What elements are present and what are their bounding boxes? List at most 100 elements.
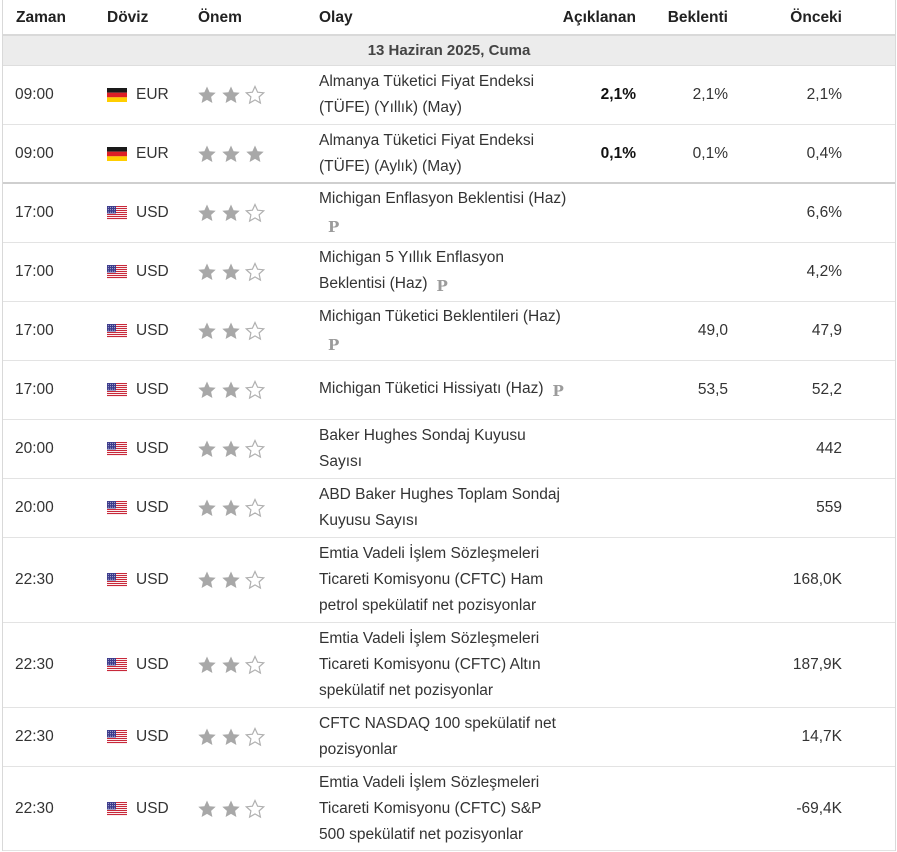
column-header-previous[interactable]: Önceki <box>790 9 842 26</box>
event-name-link[interactable]: Emtia Vadeli İşlem Sözleşmeleri Ticareti… <box>319 541 569 619</box>
event-currency: USD <box>136 799 169 817</box>
star-filled-icon <box>246 145 264 162</box>
table-row[interactable]: 22:30 USD Emtia Vadeli İşlem Sözleşmeleri … <box>3 767 895 851</box>
star-filled-icon <box>198 263 216 280</box>
table-row[interactable]: 09:00 EUR Almanya Tüketici Fiyat Endeksi (… <box>3 66 895 125</box>
usa-flag-icon <box>107 801 127 816</box>
column-header-actual[interactable]: Açıklanan <box>562 9 636 26</box>
previous-value: 6,6% <box>806 204 842 221</box>
usa-flag-icon <box>107 265 127 279</box>
forecast-value: 0,1% <box>692 144 728 162</box>
event-time: 22:30 <box>15 799 54 817</box>
importance-rating <box>196 799 266 819</box>
star-empty-icon <box>245 570 265 589</box>
event-currency: EUR <box>136 144 169 162</box>
star-filled-icon <box>198 381 216 398</box>
star-filled-icon <box>222 499 240 516</box>
event-time: 22:30 <box>15 728 54 745</box>
importance-rating <box>196 321 266 341</box>
star-empty-icon <box>245 727 265 746</box>
event-currency: USD <box>136 499 169 516</box>
usa-flag-icon <box>107 206 127 220</box>
event-name-link[interactable]: Baker Hughes Sondaj Kuyusu Sayısı <box>319 423 569 475</box>
importance-rating <box>196 655 266 675</box>
forecast-value: 49,0 <box>697 322 728 339</box>
table-body: 09:00 EUR Almanya Tüketici Fiyat Endeksi (… <box>3 66 895 851</box>
star-filled-icon <box>222 322 240 339</box>
table-row[interactable]: 17:00 USD Michigan Tüketici Hissiyatı (Haz… <box>3 361 895 420</box>
event-name-link[interactable]: Michigan 5 Yıllık Enflasyon Beklentisi (… <box>319 245 569 299</box>
event-name-link[interactable]: Emtia Vadeli İşlem Sözleşmeleri Ticareti… <box>319 626 569 704</box>
importance-rating <box>196 498 266 518</box>
preliminary-badge-icon: P <box>436 277 448 295</box>
table-row[interactable]: 17:00 USD Michigan Enflasyon Beklentisi (H… <box>3 184 895 243</box>
table-row[interactable]: 22:30 USD Emtia Vadeli İşlem Sözleşmeleri … <box>3 623 895 708</box>
star-filled-icon <box>198 800 216 817</box>
column-header-forecast[interactable]: Beklenti <box>667 9 728 26</box>
event-currency: USD <box>136 571 169 588</box>
event-name-link[interactable]: Michigan Tüketici Beklentileri (Haz) P <box>319 304 569 358</box>
event-name: Emtia Vadeli İşlem Sözleşmeleri Ticareti… <box>319 773 542 843</box>
event-name: Michigan 5 Yıllık Enflasyon Beklentisi (… <box>319 249 504 292</box>
importance-rating <box>196 262 266 282</box>
event-currency: USD <box>136 728 169 745</box>
preliminary-badge-icon: P <box>328 218 340 236</box>
event-time: 20:00 <box>15 440 54 457</box>
event-time: 22:30 <box>15 571 54 588</box>
usa-flag-icon <box>107 324 127 338</box>
table-row[interactable]: 22:30 USD CFTC NASDAQ 100 spekülatif net p… <box>3 708 895 767</box>
previous-value: 0,4% <box>806 144 842 162</box>
column-header-event[interactable]: Olay <box>319 9 353 26</box>
event-name-link[interactable]: Emtia Vadeli İşlem Sözleşmeleri Ticareti… <box>319 770 569 848</box>
column-header-importance[interactable]: Önem <box>198 9 242 26</box>
star-filled-icon <box>222 381 240 398</box>
event-time: 17:00 <box>15 322 54 339</box>
usa-flag-icon <box>107 658 127 672</box>
star-empty-icon <box>245 262 265 281</box>
table-row[interactable]: 17:00 USD Michigan Tüketici Beklentileri (… <box>3 302 895 361</box>
event-name: Almanya Tüketici Fiyat Endeksi (TÜFE) (A… <box>319 131 535 175</box>
previous-value: -69,4K <box>796 799 842 817</box>
star-filled-icon <box>198 440 216 457</box>
star-filled-icon <box>222 571 240 588</box>
event-name-link[interactable]: ABD Baker Hughes Toplam Sondaj Kuyusu Sa… <box>319 482 569 534</box>
star-filled-icon <box>198 145 216 162</box>
forecast-value: 53,5 <box>697 381 728 398</box>
event-name: Emtia Vadeli İşlem Sözleşmeleri Ticareti… <box>319 545 544 614</box>
date-header: 13 Haziran 2025, Cuma <box>3 36 895 66</box>
event-name-link[interactable]: CFTC NASDAQ 100 spekülatif net pozisyonl… <box>319 711 569 763</box>
table-row[interactable]: 09:00 EUR Almanya Tüketici Fiyat Endeksi (… <box>3 125 895 184</box>
event-currency: USD <box>136 204 169 221</box>
preliminary-badge-icon: P <box>552 382 564 400</box>
importance-rating <box>196 439 266 459</box>
event-currency: USD <box>136 381 169 398</box>
star-empty-icon <box>245 85 265 104</box>
star-filled-icon <box>198 204 216 221</box>
previous-value: 168,0K <box>792 571 842 588</box>
table-row[interactable]: 22:30 USD Emtia Vadeli İşlem Sözleşmeleri … <box>3 538 895 623</box>
event-name: Emtia Vadeli İşlem Sözleşmeleri Ticareti… <box>319 630 541 699</box>
forecast-value: 2,1% <box>692 86 728 103</box>
event-name-link[interactable]: Almanya Tüketici Fiyat Endeksi (TÜFE) (Y… <box>319 69 569 121</box>
star-filled-icon <box>222 86 240 103</box>
event-time: 09:00 <box>15 144 54 162</box>
column-header-time[interactable]: Zaman <box>16 9 66 26</box>
star-filled-icon <box>222 263 240 280</box>
event-name-link[interactable]: Almanya Tüketici Fiyat Endeksi (TÜFE) (A… <box>319 128 569 180</box>
table-row[interactable]: 20:00 USD ABD Baker Hughes Toplam Sondaj K… <box>3 479 895 538</box>
column-header-currency[interactable]: Döviz <box>107 9 149 26</box>
table-header: Zaman Döviz Önem Olay Açıklanan Beklenti… <box>3 0 895 36</box>
importance-rating <box>196 570 266 590</box>
event-name: Baker Hughes Sondaj Kuyusu Sayısı <box>319 427 526 470</box>
table-row[interactable]: 17:00 USD Michigan 5 Yıllık Enflasyon Bekl… <box>3 243 895 302</box>
actual-value: 2,1% <box>600 86 636 103</box>
star-filled-icon <box>198 499 216 516</box>
table-row[interactable]: 20:00 USD Baker Hughes Sondaj Kuyusu Sayıs… <box>3 420 895 479</box>
star-empty-icon <box>245 321 265 340</box>
star-filled-icon <box>198 86 216 103</box>
event-name-link[interactable]: Michigan Enflasyon Beklentisi (Haz) P <box>319 186 569 240</box>
event-currency: USD <box>136 322 169 339</box>
usa-flag-icon <box>107 383 127 397</box>
event-name-link[interactable]: Michigan Tüketici Hissiyatı (Haz) P <box>319 376 569 404</box>
star-empty-icon <box>245 655 265 674</box>
